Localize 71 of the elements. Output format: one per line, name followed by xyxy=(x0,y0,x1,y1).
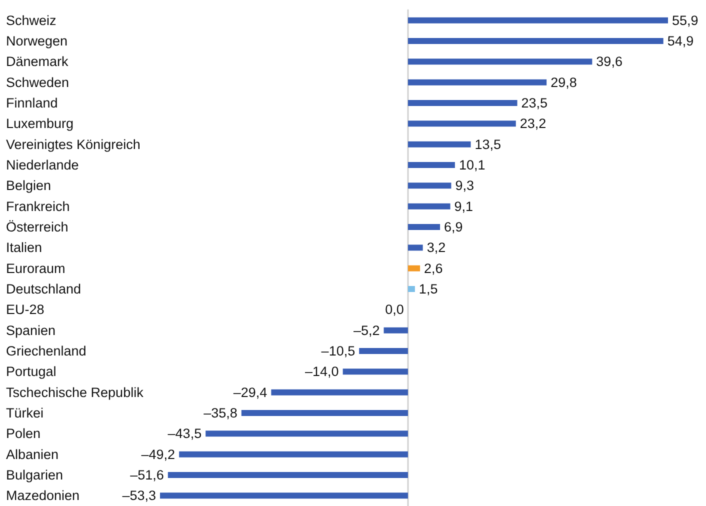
bar xyxy=(384,327,408,334)
y-tick-label: Schweden xyxy=(6,74,70,90)
data-label: –5,2 xyxy=(353,322,380,338)
bar xyxy=(408,120,516,127)
y-tick-label: Mazedonien xyxy=(6,488,80,504)
y-tick-label: Vereinigtes Königreich xyxy=(6,136,140,152)
data-label: 23,2 xyxy=(520,116,546,132)
bar xyxy=(408,17,668,24)
bar xyxy=(408,141,471,148)
bar xyxy=(168,472,408,478)
data-label: –49,2 xyxy=(141,446,176,462)
data-label: –35,8 xyxy=(204,406,238,420)
bar xyxy=(206,430,408,437)
data-label: 13,5 xyxy=(474,136,502,152)
y-tick-label: Polen xyxy=(6,426,41,442)
data-label: –14,0 xyxy=(305,364,339,380)
data-label: 23,5 xyxy=(521,96,548,110)
bar xyxy=(271,389,408,396)
y-tick-label: Niederlande xyxy=(6,158,79,172)
y-tick-label: Frankreich xyxy=(6,198,70,214)
data-label: 0,0 xyxy=(385,302,404,318)
data-label: 1,5 xyxy=(418,282,438,296)
data-label: 29,8 xyxy=(550,74,577,90)
y-tick-label: Portugal xyxy=(6,364,56,380)
y-tick-label: Luxemburg xyxy=(6,116,74,132)
y-tick-label: Spanien xyxy=(6,322,56,338)
data-label: –29,4 xyxy=(233,384,268,400)
y-tick-label: Euroraum xyxy=(6,260,66,276)
bar xyxy=(408,58,592,65)
bar xyxy=(359,348,408,354)
y-tick-label: Dänemark xyxy=(6,54,69,70)
data-label: 54,9 xyxy=(667,34,694,48)
y-tick-label: Finnland xyxy=(6,96,58,110)
bar xyxy=(408,182,452,189)
data-label: 55,9 xyxy=(672,12,698,28)
data-label: 2,6 xyxy=(424,260,443,276)
bar xyxy=(408,203,450,210)
y-tick-label: Albanien xyxy=(6,446,59,462)
y-tick-label: Schweiz xyxy=(6,12,57,28)
data-label: 9,1 xyxy=(454,198,474,214)
bar xyxy=(179,451,408,458)
bar xyxy=(408,265,420,272)
data-label: 39,6 xyxy=(596,54,622,70)
data-label: –53,3 xyxy=(122,488,156,504)
data-label: 9,3 xyxy=(455,178,474,194)
data-label: –43,5 xyxy=(168,426,202,442)
bar xyxy=(241,410,408,416)
bar xyxy=(408,244,423,251)
y-tick-label: Türkei xyxy=(6,406,44,420)
y-tick-label: Deutschland xyxy=(6,282,82,296)
data-label: 3,2 xyxy=(426,240,446,256)
data-label: 10,1 xyxy=(458,158,486,172)
bar xyxy=(408,286,415,292)
y-tick-label: Belgien xyxy=(6,178,52,194)
bar xyxy=(408,224,440,230)
bar xyxy=(342,368,408,375)
data-label: –10,5 xyxy=(321,344,356,358)
data-label: –51,6 xyxy=(130,468,164,482)
y-tick-label: Norwegen xyxy=(6,34,68,48)
y-tick-label: Tschechische Republik xyxy=(6,384,144,400)
y-tick-label: Bulgarien xyxy=(6,468,64,482)
y-tick-label: Italien xyxy=(6,240,42,256)
bar xyxy=(408,38,664,44)
bar xyxy=(160,492,408,499)
y-tick-label: Griechenland xyxy=(6,344,86,358)
bar xyxy=(408,79,547,86)
data-label: 6,9 xyxy=(444,220,463,234)
bar xyxy=(408,162,455,168)
y-tick-label: EU-28 xyxy=(6,302,44,318)
bar xyxy=(408,100,518,106)
y-tick-label: Österreich xyxy=(6,220,68,234)
